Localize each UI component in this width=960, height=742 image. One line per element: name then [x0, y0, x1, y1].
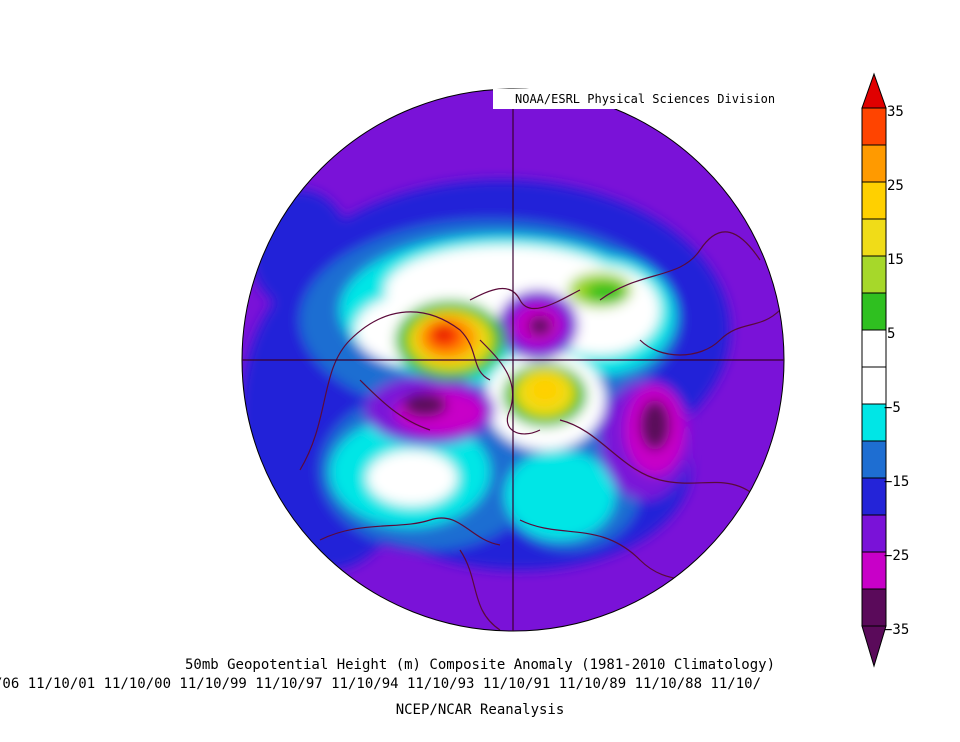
- colorbar-label: 35: [887, 104, 904, 120]
- colorbar-label: −35: [884, 622, 910, 638]
- colorbar-swatches: [861, 107, 887, 627]
- colorbar-label: 15: [887, 252, 904, 268]
- coastlines: [299, 231, 781, 631]
- composite-dates: /06 11/10/01 11/10/00 11/10/99 11/10/97 …: [0, 676, 960, 692]
- composite-dates-text: /06 11/10/01 11/10/00 11/10/99 11/10/97 …: [0, 676, 762, 692]
- map-title: 50mb Geopotential Height (m) Composite A…: [184, 657, 775, 673]
- colorbar-arrow-top: [861, 72, 887, 109]
- colorbar-label: −25: [884, 548, 910, 564]
- colorbar-label: 25: [887, 178, 904, 194]
- colorbar-label: −15: [884, 474, 910, 490]
- colorbar-label: 5: [887, 326, 896, 342]
- data-source: NCEP/NCAR Reanalysis: [395, 702, 565, 718]
- colorbar-arrow-bottom: [861, 625, 887, 668]
- colorbar-label: −5: [884, 400, 901, 416]
- credit-label: NOAA/ESRL Physical Sciences Division: [493, 89, 783, 109]
- colorbar: [861, 72, 887, 668]
